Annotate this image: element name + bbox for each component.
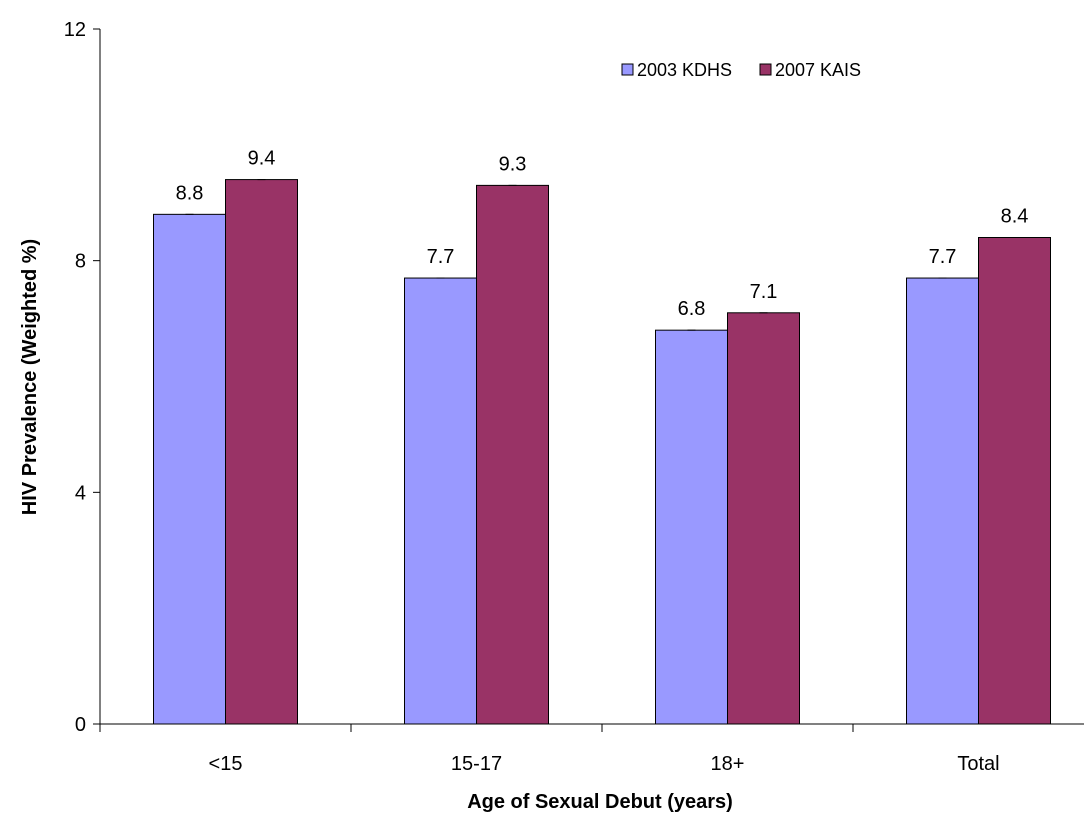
x-axis-title: Age of Sexual Debut (years) (467, 791, 733, 813)
legend-label: 2007 KAIS (775, 60, 861, 80)
x-tick-label: <15 (209, 753, 243, 775)
x-tick-label: Total (957, 753, 999, 775)
x-tick-label: 18+ (711, 753, 745, 775)
data-label: 6.8 (678, 298, 706, 320)
bar-series-1 (655, 329, 728, 725)
bars-group (153, 179, 1051, 725)
legend-label: 2003 KDHS (637, 60, 732, 80)
y-axis-title: HIV Prevalence (Weighted %) (19, 239, 41, 515)
x-tick-label: 15-17 (451, 753, 502, 775)
y-tick-label: 12 (64, 19, 86, 41)
data-labels-group: 8.8 9.4 7.7 9.3 6.8 7.1 7.7 8.4 (176, 148, 1029, 321)
bar-series-1 (906, 277, 979, 725)
y-tick-label: 8 (75, 251, 86, 273)
data-label: 9.4 (248, 148, 276, 170)
bar-series-2 (225, 179, 298, 725)
bar-series-1 (153, 213, 226, 725)
bar-series-2 (476, 184, 549, 725)
y-axis-ticks: 0 4 8 12 (64, 19, 100, 736)
data-label: 7.7 (929, 246, 957, 268)
data-label: 7.7 (427, 246, 455, 268)
legend-swatch (621, 63, 634, 76)
legend-swatch (759, 63, 772, 76)
bar-series-1 (404, 277, 477, 725)
data-label: 8.8 (176, 182, 204, 204)
x-axis-ticks: <15 15-17 18+ Total (99, 724, 1000, 775)
axes-group (99, 29, 1084, 725)
data-label: 9.3 (499, 153, 527, 175)
y-tick-label: 0 (75, 714, 86, 736)
y-tick-label: 4 (75, 482, 86, 504)
data-label: 8.4 (1001, 206, 1029, 228)
legend: 2003 KDHS 2007 KAIS (621, 60, 861, 80)
bar-series-2 (727, 312, 800, 725)
data-label: 7.1 (750, 281, 778, 303)
bar-series-2 (978, 237, 1051, 725)
